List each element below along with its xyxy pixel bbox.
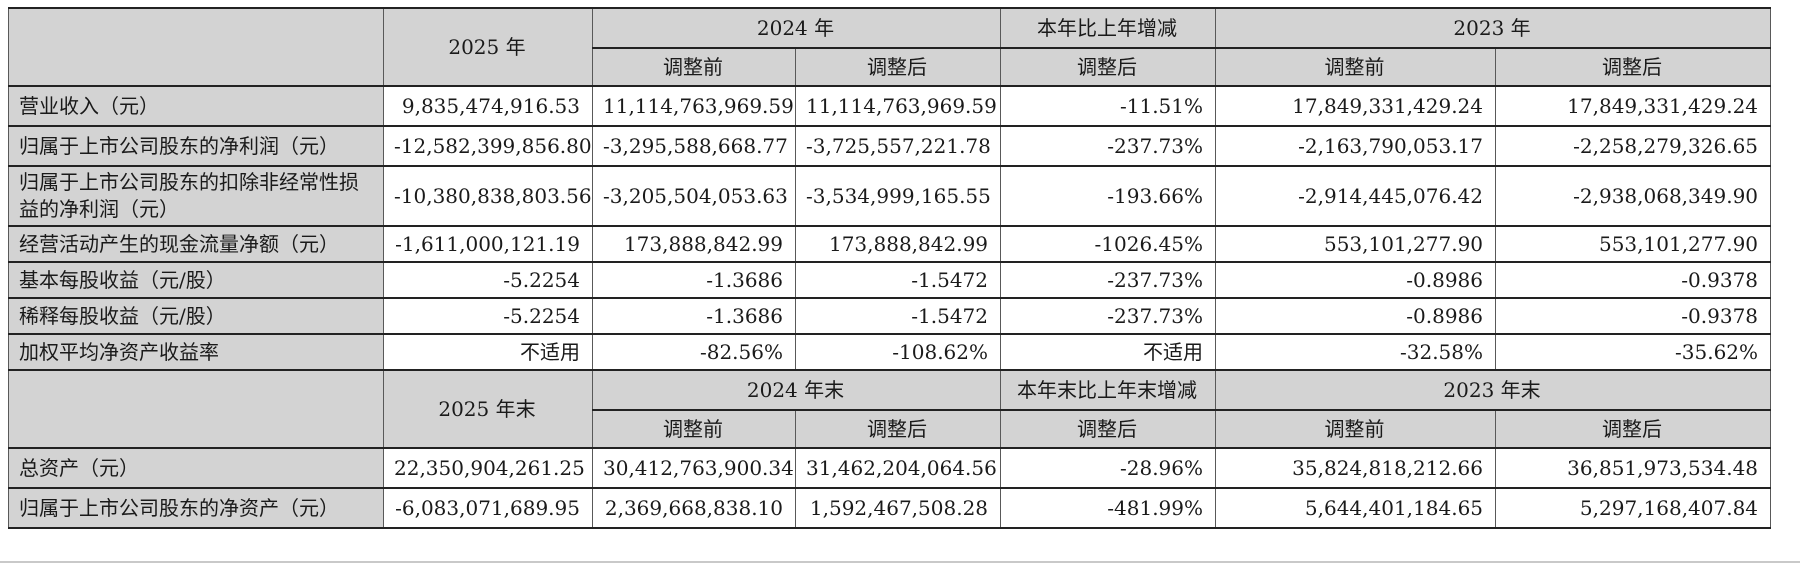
row-label: 总资产（元）: [8, 447, 384, 489]
cell-2025: -12,582,399,856.80: [383, 125, 593, 167]
cell-2023-pre: -32.58%: [1215, 333, 1497, 371]
row-revenue: 营业收入（元） 9,835,474,916.53 11,114,763,969.…: [8, 85, 1772, 127]
cell-2025: -5.2254: [383, 261, 593, 299]
subheader-2023end-post: 调整后: [1495, 409, 1772, 449]
cell-2024-post: -1.5472: [794, 297, 1002, 335]
cell-change: -237.73%: [1000, 297, 1217, 335]
section2-header-row: 2025 年末 2024 年末 本年末比上年末增减 2023 年末: [8, 369, 1772, 449]
cell-2025-end: -6,083,071,689.95: [383, 487, 593, 529]
cell-2023end-pre: 35,824,818,212.66: [1215, 447, 1497, 489]
section2-subheader-row: 调整前 调整后 调整后 调整前 调整后: [9, 409, 1772, 449]
row-label: 稀释每股收益（元/股）: [8, 297, 384, 335]
row-weighted-avg-roe: 加权平均净资产收益率 不适用 -82.56% -108.62% 不适用 -32.…: [8, 333, 1772, 371]
cell-2024-post: 11,114,763,969.59: [794, 85, 1002, 127]
cell-2023-pre: -0.8986: [1215, 297, 1497, 335]
cell-change: -193.66%: [1000, 165, 1217, 227]
cell-2024end-post: 31,462,204,064.56: [794, 447, 1002, 489]
row-total-assets: 总资产（元） 22,350,904,261.25 30,412,763,900.…: [8, 447, 1772, 489]
bottom-divider: [0, 561, 1800, 563]
cell-change: -11.51%: [1000, 85, 1217, 127]
subheader-2024end-pre: 调整前: [592, 409, 796, 449]
cell-2023-post: -0.9378: [1495, 297, 1772, 335]
row-label: 基本每股收益（元/股）: [8, 261, 384, 299]
subheader-2024end-post: 调整后: [794, 409, 1002, 449]
cell-2024-pre: -1.3686: [592, 261, 796, 299]
cell-2025-end: 22,350,904,261.25: [383, 447, 593, 489]
subheader-2024-pre: 调整前: [592, 47, 796, 87]
row-basic-eps: 基本每股收益（元/股） -5.2254 -1.3686 -1.5472 -237…: [8, 261, 1772, 299]
cell-2024-pre: 11,114,763,969.59: [592, 85, 796, 127]
cell-2024end-pre: 30,412,763,900.34: [592, 447, 796, 489]
cell-2023-pre: -2,914,445,076.42: [1215, 165, 1497, 227]
header-2024: 2024 年: [591, 7, 1002, 49]
cell-2023-pre: -0.8986: [1215, 261, 1497, 299]
cell-2023end-post: 5,297,168,407.84: [1495, 487, 1772, 529]
cell-2024-pre: -82.56%: [592, 333, 796, 371]
row-label: 经营活动产生的现金流量净额（元）: [8, 225, 384, 263]
cell-2025: 9,835,474,916.53: [383, 85, 593, 127]
row-net-assets: 归属于上市公司股东的净资产（元） -6,083,071,689.95 2,369…: [8, 487, 1772, 529]
section1-subheader-row: 调整前 调整后 调整后 调整前 调整后: [9, 47, 1772, 87]
header-2023-end: 2023 年末: [1215, 369, 1772, 411]
row-net-profit: 归属于上市公司股东的净利润（元） -12,582,399,856.80 -3,2…: [8, 125, 1772, 167]
section1-header-row: 2025 年 2024 年 本年比上年增减 2023 年: [8, 7, 1772, 87]
financial-summary-table: 2025 年 2024 年 本年比上年增减 2023 年 调整前 调整后 调整后…: [8, 7, 1772, 529]
row-label: 归属于上市公司股东的净资产（元）: [8, 487, 384, 529]
subheader-endchange-post: 调整后: [1000, 409, 1217, 449]
subheader-2023end-pre: 调整前: [1215, 409, 1497, 449]
cell-2024-pre: 173,888,842.99: [592, 225, 796, 263]
cell-2024-pre: -1.3686: [592, 297, 796, 335]
row-diluted-eps: 稀释每股收益（元/股） -5.2254 -1.3686 -1.5472 -237…: [8, 297, 1772, 335]
cell-2024-post: 173,888,842.99: [794, 225, 1002, 263]
cell-2023end-post: 36,851,973,534.48: [1495, 447, 1772, 489]
cell-2023-post: -2,258,279,326.65: [1495, 125, 1772, 167]
cell-2025: 不适用: [383, 333, 593, 371]
cell-2025: -10,380,838,803.56: [383, 165, 593, 227]
row-label: 营业收入（元）: [8, 85, 384, 127]
cell-end-change: -28.96%: [1000, 447, 1217, 489]
cell-change: -1026.45%: [1000, 225, 1217, 263]
cell-end-change: -481.99%: [1000, 487, 1217, 529]
subheader-2024-post: 调整后: [794, 47, 1002, 87]
cell-2023end-pre: 5,644,401,184.65: [1215, 487, 1497, 529]
header-yearend-change: 本年末比上年末增减: [1000, 369, 1217, 411]
cell-2024-post: -3,725,557,221.78: [794, 125, 1002, 167]
cell-2024end-pre: 2,369,668,838.10: [592, 487, 796, 529]
cell-2024end-post: 1,592,467,508.28: [794, 487, 1002, 529]
cell-2023-post: 553,101,277.90: [1495, 225, 1772, 263]
cell-2024-pre: -3,295,588,668.77: [592, 125, 796, 167]
cell-2023-post: -35.62%: [1495, 333, 1772, 371]
cell-2023-post: 17,849,331,429.24: [1495, 85, 1772, 127]
row-label: 加权平均净资产收益率: [8, 333, 384, 371]
cell-2024-pre: -3,205,504,053.63: [592, 165, 796, 227]
cell-2024-post: -108.62%: [794, 333, 1002, 371]
row-label: 归属于上市公司股东的扣除非经常性损益的净利润（元）: [8, 165, 384, 227]
header-yoy-change: 本年比上年增减: [1000, 7, 1217, 49]
cell-2023-post: -2,938,068,349.90: [1495, 165, 1772, 227]
section2-corner-cell: [8, 369, 384, 449]
subheader-2023-pre: 调整前: [1215, 47, 1497, 87]
row-net-profit-excl-nonrecurring: 归属于上市公司股东的扣除非经常性损益的净利润（元） -10,380,838,80…: [8, 165, 1772, 227]
cell-2023-pre: 17,849,331,429.24: [1215, 85, 1497, 127]
cell-change: 不适用: [1000, 333, 1217, 371]
header-2023: 2023 年: [1215, 7, 1772, 49]
subheader-change-post: 调整后: [1000, 47, 1217, 87]
header-2024-end: 2024 年末: [591, 369, 1002, 411]
cell-2024-post: -3,534,999,165.55: [794, 165, 1002, 227]
subheader-2023-post: 调整后: [1495, 47, 1772, 87]
section1-corner-cell: [8, 7, 384, 87]
cell-2023-pre: 553,101,277.90: [1215, 225, 1497, 263]
header-2025: 2025 年: [383, 7, 593, 87]
cell-change: -237.73%: [1000, 125, 1217, 167]
cell-2025: -5.2254: [383, 297, 593, 335]
row-operating-cash-flow: 经营活动产生的现金流量净额（元） -1,611,000,121.19 173,8…: [8, 225, 1772, 263]
cell-change: -237.73%: [1000, 261, 1217, 299]
header-2025-end: 2025 年末: [383, 369, 593, 449]
cell-2023-post: -0.9378: [1495, 261, 1772, 299]
row-label: 归属于上市公司股东的净利润（元）: [8, 125, 384, 167]
cell-2024-post: -1.5472: [794, 261, 1002, 299]
cell-2023-pre: -2,163,790,053.17: [1215, 125, 1497, 167]
cell-2025: -1,611,000,121.19: [383, 225, 593, 263]
